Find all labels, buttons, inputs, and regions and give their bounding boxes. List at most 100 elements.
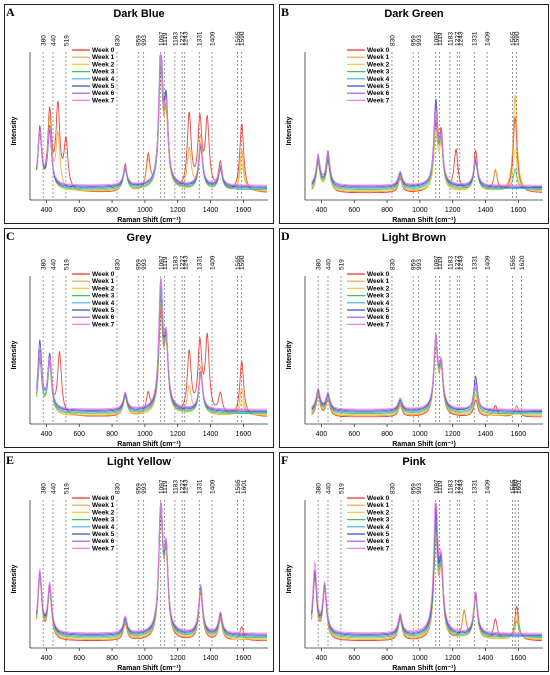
- chart-title: Grey: [126, 232, 152, 244]
- series-line: [36, 288, 267, 416]
- peak-label: 1243: [457, 255, 464, 270]
- peak-label: 993: [416, 483, 423, 494]
- series-line: [311, 534, 542, 641]
- x-tick-label: 1600: [236, 655, 252, 662]
- series-line: [36, 502, 268, 635]
- legend-label: Week 6: [92, 538, 115, 545]
- peak-label: 1331: [197, 31, 204, 46]
- peak-label: 830: [389, 483, 396, 494]
- legend-label: Week 2: [92, 509, 115, 516]
- y-axis-label: Intensity: [11, 117, 18, 146]
- legend-label: Week 0: [367, 495, 390, 502]
- peak-label: 1119: [162, 480, 169, 494]
- series-line: [311, 525, 542, 638]
- series-line: [36, 501, 267, 637]
- panel-border: [4, 228, 274, 448]
- peak-label: 830: [114, 259, 121, 270]
- x-tick-label: 1000: [412, 207, 428, 214]
- x-tick-label: 800: [106, 655, 118, 662]
- legend-label: Week 6: [367, 90, 390, 97]
- peak-label: 1565: [510, 255, 517, 270]
- series-line: [311, 334, 542, 411]
- series-line: [36, 278, 267, 412]
- peak-label: 1119: [437, 256, 444, 270]
- legend-label: Week 4: [92, 300, 115, 307]
- panel-letter: A: [6, 5, 15, 19]
- peak-label: 1119: [437, 480, 444, 494]
- legend-label: Week 4: [367, 76, 390, 83]
- x-tick-label: 800: [106, 431, 118, 438]
- peak-label: 1580: [513, 479, 520, 494]
- peak-label: 993: [141, 35, 148, 46]
- peak-label: 1097: [158, 31, 165, 46]
- panel-letter: F: [281, 453, 289, 467]
- peak-label: 1183: [447, 32, 454, 46]
- peak-label: 1243: [182, 31, 189, 46]
- peak-label: 440: [50, 259, 57, 270]
- x-tick-label: 1400: [203, 431, 219, 438]
- panel-border: [279, 452, 549, 672]
- peak-label: 959: [411, 259, 418, 270]
- peak-label: 993: [141, 259, 148, 270]
- series-line: [311, 509, 542, 636]
- series-line: [36, 54, 267, 186]
- y-axis-label: Intensity: [286, 565, 293, 594]
- legend-label: Week 3: [92, 293, 115, 300]
- legend-label: Week 7: [367, 97, 390, 104]
- panel-d: D Light Brown 380 440 519 830 959 993 1097 1119 1…: [279, 228, 549, 448]
- series-line: [36, 294, 267, 415]
- legend-label: Week 7: [367, 321, 390, 328]
- peak-label: 1601: [241, 479, 248, 494]
- x-tick-label: 1400: [478, 207, 494, 214]
- x-axis-label: Raman Shift (cm⁻¹): [392, 665, 456, 672]
- panel-c: C Grey 380 440 519 830 959 993 1097 1119 1183 1227…: [4, 228, 274, 448]
- peak-label: 380: [41, 35, 48, 46]
- legend-label: Week 0: [92, 495, 115, 502]
- series-line: [36, 54, 267, 188]
- series-line: [36, 54, 268, 192]
- peak-label: 1409: [210, 31, 217, 46]
- x-tick-label: 1400: [203, 655, 219, 662]
- series-line: [311, 106, 542, 190]
- peak-label: 380: [41, 259, 48, 270]
- x-axis-label: Raman Shift (cm⁻¹): [392, 217, 456, 224]
- x-tick-label: 800: [381, 431, 393, 438]
- peak-label: 959: [136, 483, 143, 494]
- series-line: [311, 341, 542, 416]
- legend-label: Week 0: [367, 271, 390, 278]
- x-tick-label: 1000: [412, 655, 428, 662]
- peak-label: 519: [338, 483, 345, 494]
- series-line: [311, 502, 542, 635]
- peak-label: 380: [316, 483, 323, 494]
- peak-label: 519: [63, 483, 70, 494]
- x-tick-label: 800: [106, 207, 118, 214]
- peak-label: 993: [416, 35, 423, 46]
- x-tick-label: 1200: [445, 655, 461, 662]
- peak-label: 440: [50, 35, 57, 46]
- legend-label: Week 2: [92, 61, 115, 68]
- series-line: [311, 104, 542, 187]
- legend-label: Week 1: [92, 502, 115, 509]
- x-tick-label: 1000: [137, 655, 153, 662]
- legend-label: Week 5: [92, 307, 115, 314]
- x-tick-label: 400: [41, 207, 53, 214]
- x-tick-label: 1000: [137, 431, 153, 438]
- peak-label: 1183: [447, 256, 454, 270]
- peak-label: 1183: [447, 480, 454, 494]
- x-tick-label: 600: [348, 431, 360, 438]
- peak-label: 1243: [182, 479, 189, 494]
- peak-label: 1409: [485, 255, 492, 270]
- x-tick-label: 1600: [236, 431, 252, 438]
- legend-label: Week 1: [92, 278, 115, 285]
- chart-title: Light Yellow: [107, 456, 171, 468]
- x-tick-label: 600: [348, 207, 360, 214]
- series-line: [311, 108, 542, 186]
- legend-label: Week 5: [92, 531, 115, 538]
- x-tick-label: 600: [348, 655, 360, 662]
- peak-label: 380: [41, 483, 48, 494]
- series-line: [311, 337, 542, 415]
